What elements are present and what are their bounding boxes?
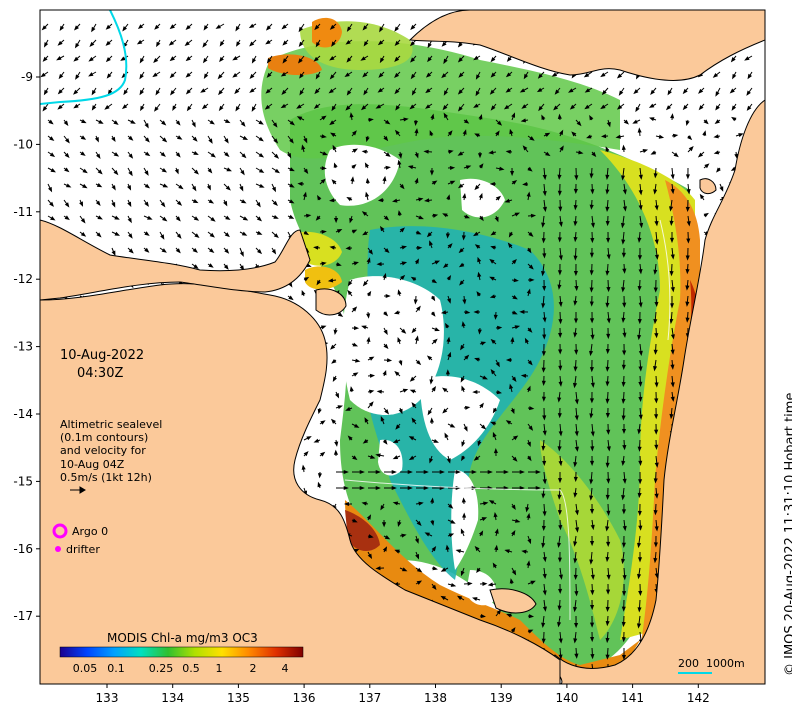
colorbar-tick-label: 2 (250, 662, 257, 675)
time-label: 04:30Z (77, 366, 123, 382)
colorbar-title: MODIS Chl-a mg/m3 OC3 (107, 631, 258, 645)
lat-tick-label: -16 (13, 542, 33, 556)
lon-tick-label: 141 (621, 691, 644, 705)
copyright-text: © IMOS 20-Aug-2022 11:31:10 Hobart time (783, 393, 792, 676)
lat-tick-label: -13 (13, 340, 33, 354)
colorbar-tick-label: 0.5 (182, 662, 200, 675)
colorbar-tick-label: 4 (282, 662, 289, 675)
lon-tick-label: 133 (96, 691, 119, 705)
lon-tick-label: 142 (687, 691, 710, 705)
latitude-axis: -9 -10 -11 -12 -13 -14 -15 -16 -17 (13, 70, 40, 623)
lon-tick-label: 134 (161, 691, 184, 705)
note-line: (0.1m contours) (60, 431, 162, 444)
colorbar-tick-label: 0.25 (149, 662, 174, 675)
note-line: Altimetric sealevel (60, 418, 162, 431)
lat-tick-label: -17 (13, 609, 33, 623)
lon-tick-label: 137 (358, 691, 381, 705)
lat-tick-label: -12 (13, 272, 33, 286)
colorbar-tick-label: 0.1 (107, 662, 125, 675)
lon-tick-label: 138 (424, 691, 447, 705)
drifter-marker-icon (55, 546, 61, 552)
note-line: and velocity for (60, 444, 162, 457)
lat-tick-label: -15 (13, 474, 33, 488)
date-label: 10-Aug-2022 (60, 348, 144, 364)
lon-tick-label: 135 (227, 691, 250, 705)
colorbar (60, 647, 303, 657)
lat-tick-label: -11 (13, 205, 33, 219)
drifter-legend-label: drifter (66, 543, 100, 556)
argo-legend-label: Argo 0 (72, 525, 108, 538)
longitude-axis: 133 134 135 136 137 138 139 140 141 142 (96, 684, 710, 705)
lat-tick-label: -10 (13, 137, 33, 151)
velocity-note: Altimetric sealevel (0.1m contours) and … (60, 418, 162, 484)
note-line: 0.5m/s (1kt 12h) (60, 471, 162, 484)
lat-tick-label: -9 (21, 70, 33, 84)
note-line: 10-Aug 04Z (60, 458, 162, 471)
colorbar-tick-label: 0.05 (73, 662, 98, 675)
lon-tick-label: 140 (555, 691, 578, 705)
lat-tick-label: -14 (13, 407, 33, 421)
colorbar-tick-label: 1 (216, 662, 223, 675)
lon-tick-label: 139 (490, 691, 513, 705)
lon-tick-label: 136 (293, 691, 316, 705)
scale-label: 200 1000m (678, 657, 745, 670)
